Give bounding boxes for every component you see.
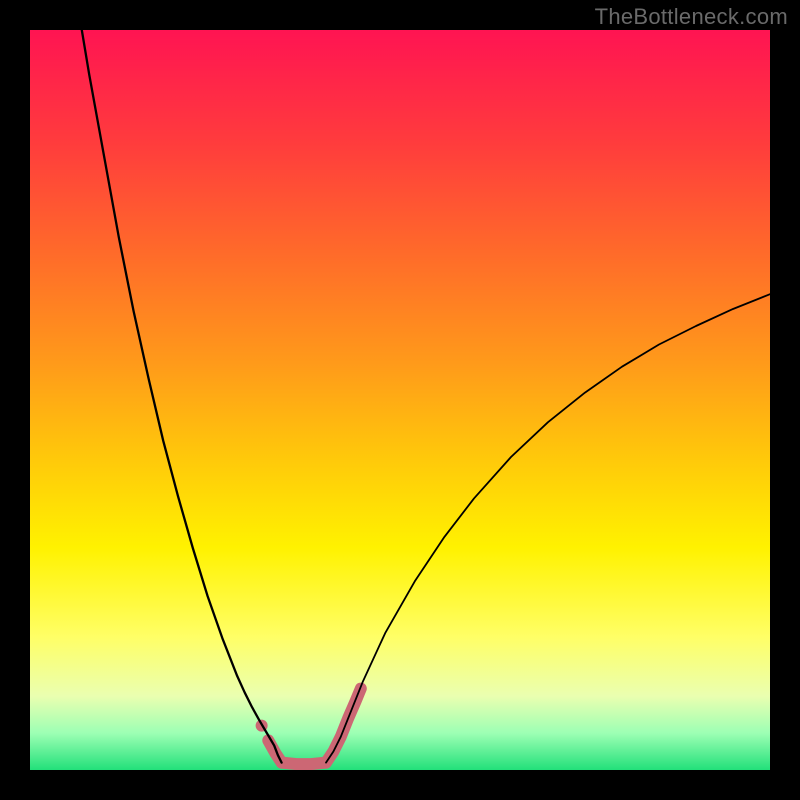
gradient-background: [30, 30, 770, 770]
chart-container: [30, 30, 770, 770]
bottleneck-chart: [30, 30, 770, 770]
highlight-segment: [282, 763, 326, 764]
watermark-text: TheBottleneck.com: [595, 4, 788, 30]
